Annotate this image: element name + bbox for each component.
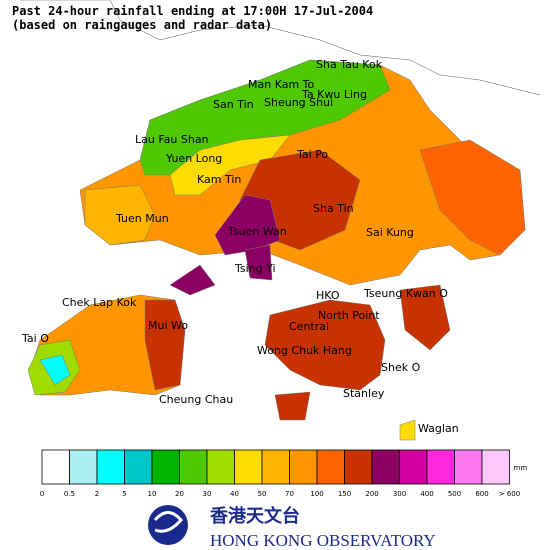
place-label: Stanley: [343, 387, 385, 400]
legend-label: 2: [95, 490, 99, 498]
place-label: Ta Kwu Ling: [301, 88, 367, 101]
place-label: Mui Wo: [148, 319, 188, 332]
place-label: Cheung Chau: [159, 393, 233, 406]
legend-swatch: [69, 449, 98, 485]
legend-unit: mm: [514, 464, 528, 472]
map: [20, 0, 541, 441]
place-label: Central: [289, 320, 329, 333]
legend-swatch: [96, 449, 125, 485]
legend-label: 150: [338, 490, 351, 498]
legend-label: 40: [230, 490, 239, 498]
place-label: Sha Tin: [313, 202, 354, 215]
logo-chinese: 香港天文台: [209, 505, 300, 527]
title-line: Past 24-hour rainfall ending at 17:00H 1…: [12, 4, 373, 18]
legend-label: 0: [40, 490, 44, 498]
legend-label: 5: [122, 490, 126, 498]
place-label: Tsing Yi: [234, 262, 276, 275]
legend-swatch: [124, 449, 153, 485]
place-label: Kam Tin: [197, 173, 241, 186]
place-label: Man Kam To: [248, 78, 315, 91]
place-label: Sai Kung: [366, 226, 414, 239]
title-line: (based on raingauges and radar data): [12, 18, 272, 32]
place-label: Wong Chuk Hang: [257, 344, 352, 357]
legend-label: 300: [393, 490, 406, 498]
legend-swatch: [234, 449, 263, 485]
legend-label: > 600: [499, 490, 520, 498]
place-label: Sheung Shui: [264, 96, 333, 109]
legend-label: 400: [420, 490, 433, 498]
place-label: Tai O: [21, 332, 49, 345]
legend-label: 70: [285, 490, 294, 498]
legend-swatch: [371, 449, 400, 485]
legend-label: 20: [175, 490, 184, 498]
logo-english: HONG KONG OBSERVATORY: [210, 531, 436, 550]
legend-label: 0.5: [64, 490, 75, 498]
legend-label: 600: [475, 490, 488, 498]
logo: 香港天文台 HONG KONG OBSERVATORY: [148, 505, 436, 550]
legend-swatch: [179, 449, 208, 485]
place-label: North Point: [318, 309, 380, 322]
legend-swatch: [41, 449, 70, 485]
legend-swatch: [316, 449, 345, 485]
legend-label: 50: [258, 490, 267, 498]
legend-swatch: [261, 449, 290, 485]
legend-swatch: [206, 449, 235, 485]
legend-label: 200: [365, 490, 378, 498]
place-label: Tuen Mun: [115, 212, 169, 225]
legend-swatch: [399, 449, 428, 485]
legend-label: 500: [448, 490, 461, 498]
place-label: Sha Tau Kok: [316, 58, 383, 71]
legend-swatch: [481, 449, 510, 485]
place-label: Tsuen Wan: [227, 225, 287, 238]
legend-swatch: [151, 449, 180, 485]
place-label: Shek O: [381, 361, 421, 374]
legend-swatch: [426, 449, 455, 485]
legend-swatch: [454, 449, 483, 485]
legend-label: 30: [203, 490, 212, 498]
place-label: Chek Lap Kok: [62, 296, 137, 309]
legend-label: 10: [148, 490, 157, 498]
place-label: Tai Po: [296, 148, 328, 161]
place-label: Yuen Long: [165, 152, 222, 165]
place-label: Waglan: [418, 422, 459, 435]
legend-swatch: [344, 449, 373, 485]
place-label: Tseung Kwan O: [363, 287, 448, 300]
place-label: San Tin: [213, 98, 254, 111]
place-label: Lau Fau Shan: [135, 133, 209, 146]
legend-swatch: [289, 449, 318, 485]
place-label: HKO: [316, 289, 340, 302]
legend-label: 100: [310, 490, 323, 498]
